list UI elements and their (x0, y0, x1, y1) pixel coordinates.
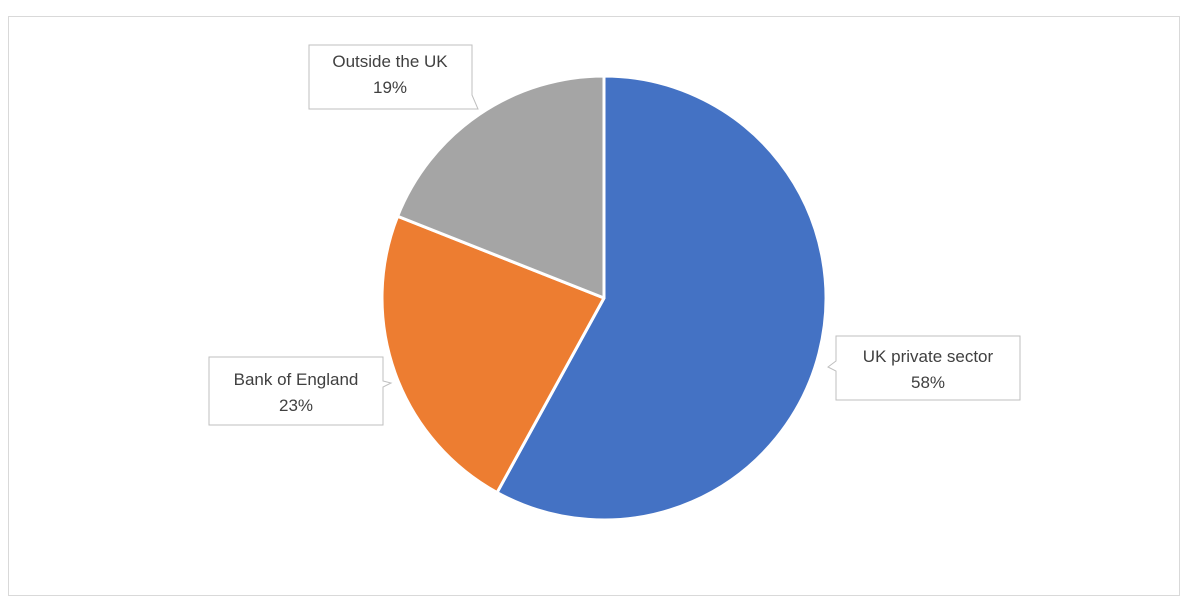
slice-value-outside-the-uk: 19% (373, 78, 407, 97)
pie-chart: UK private sector 58% Bank of England 23… (208, 44, 1021, 522)
pie-slice-uk-private-sector (495, 74, 828, 522)
slice-label-uk-private-sector: UK private sector (863, 347, 994, 366)
callout-box-bank-of-england (208, 356, 393, 426)
slice-label-outside-the-uk: Outside the UK (332, 52, 448, 71)
pie-callouts: UK private sector 58% Bank of England 23… (208, 44, 1021, 426)
callout-box-uk-private-sector (827, 335, 1021, 401)
slice-value-uk-private-sector: 58% (911, 373, 945, 392)
pie-slice-bank-of-england (380, 214, 606, 495)
slice-value-bank-of-england: 23% (279, 396, 313, 415)
callout-box-outside-the-uk (308, 44, 479, 110)
callout-bank-of-england: Bank of England 23% (208, 356, 393, 426)
pie-slice-outside-the-uk (396, 74, 606, 300)
callout-uk-private-sector: UK private sector 58% (827, 335, 1021, 401)
slice-label-bank-of-england: Bank of England (234, 370, 359, 389)
callout-outside-the-uk: Outside the UK 19% (308, 44, 479, 110)
pie-slices (380, 74, 828, 522)
